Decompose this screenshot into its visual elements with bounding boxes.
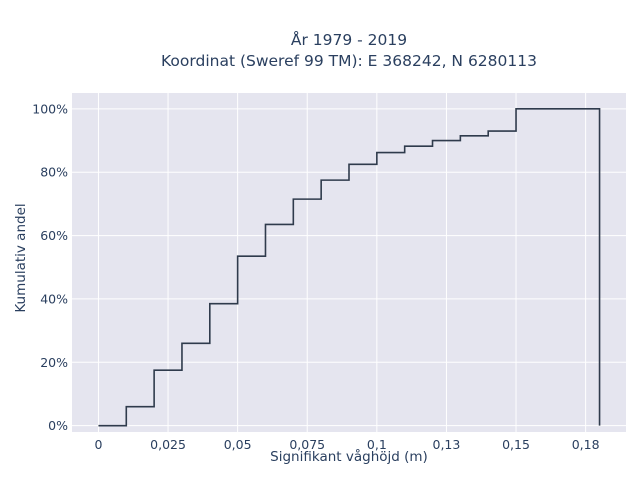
x-tick-label: 0,025 bbox=[150, 437, 186, 452]
y-tick-label: 20% bbox=[40, 355, 68, 370]
y-tick-label: 100% bbox=[32, 101, 68, 116]
chart-title-line-2: Koordinat (Sweref 99 TM): E 368242, N 62… bbox=[161, 52, 537, 70]
chart-title-line-1: År 1979 - 2019 bbox=[291, 30, 407, 49]
x-tick-label: 0,1 bbox=[367, 437, 387, 452]
plot-background bbox=[72, 93, 626, 432]
y-tick-label: 40% bbox=[40, 291, 68, 306]
x-tick-label: 0 bbox=[94, 437, 102, 452]
y-tick-labels: 0% 20% 40% 60% 80% 100% bbox=[32, 101, 68, 433]
x-axis-title: Signifikant våghöjd (m) bbox=[270, 448, 428, 465]
x-tick-label: 0,15 bbox=[502, 437, 530, 452]
x-tick-label: 0,075 bbox=[289, 437, 325, 452]
y-tick-label: 0% bbox=[48, 418, 68, 433]
y-tick-label: 80% bbox=[40, 165, 68, 180]
y-tick-label: 60% bbox=[40, 228, 68, 243]
y-axis-title: Kumulativ andel bbox=[13, 203, 29, 312]
x-tick-labels: 0 0,025 0,05 0,075 0,1 0,13 0,15 0,18 bbox=[94, 437, 599, 452]
x-tick-label: 0,13 bbox=[433, 437, 461, 452]
x-tick-label: 0,18 bbox=[572, 437, 600, 452]
x-tick-label: 0,05 bbox=[224, 437, 252, 452]
cumulative-step-line bbox=[98, 108, 601, 427]
